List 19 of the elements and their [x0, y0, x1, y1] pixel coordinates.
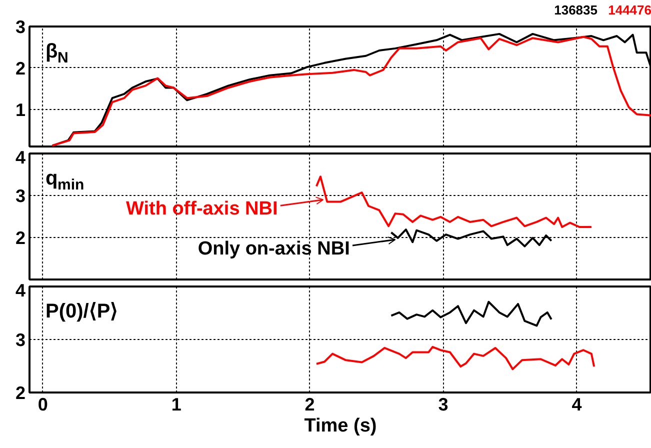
x-tick-label: 1 — [171, 394, 182, 414]
y-tick-label: 4 — [15, 148, 26, 168]
x-tick-label: 2 — [304, 394, 315, 414]
x-tick-label: 0 — [38, 394, 48, 414]
y-tick-label: 2 — [15, 228, 26, 248]
y-tick-label: 4 — [15, 280, 26, 300]
x-tick-label: 3 — [438, 394, 448, 414]
text: 144476 — [608, 2, 651, 18]
annotation: Only on-axis NBI — [198, 238, 350, 260]
y-tick-label: 3 — [15, 17, 26, 37]
x-axis-title: Time (s) — [304, 416, 377, 436]
series-label: 136835 — [554, 2, 598, 18]
x-tick-label: 4 — [572, 394, 582, 414]
annotation: With off-axis NBI — [126, 198, 278, 220]
y-tick-label: 3 — [15, 186, 26, 206]
y-tick-label: 2 — [15, 58, 26, 78]
text: P(0)/⟨P⟩ — [46, 300, 118, 322]
y-tick-label: 1 — [15, 100, 26, 120]
y-tick-label: 3 — [15, 330, 26, 350]
